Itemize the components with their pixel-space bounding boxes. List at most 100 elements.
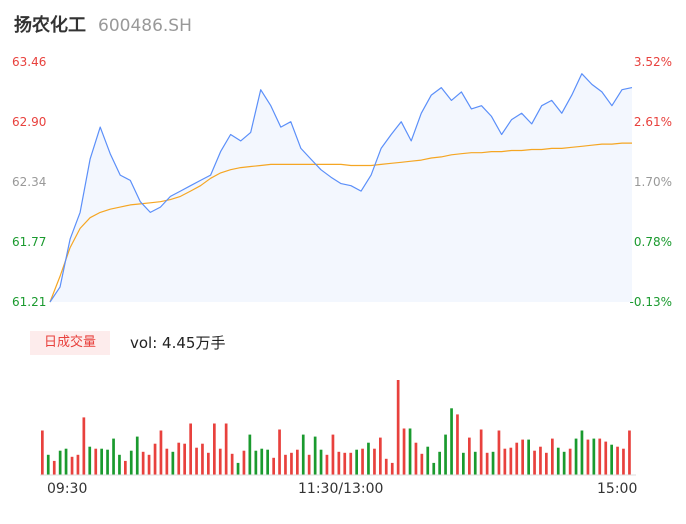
volume-bar [390, 462, 394, 475]
pct-tick-4: -0.13% [629, 295, 672, 309]
volume-bar [491, 451, 495, 475]
volume-bar [604, 441, 608, 475]
volume-bar [450, 408, 453, 475]
volume-bar [349, 452, 353, 475]
volume-bar [76, 454, 80, 475]
volume-bar [479, 429, 483, 475]
volume-bar [82, 417, 86, 475]
volume-bar [373, 448, 376, 475]
volume-bar [610, 444, 613, 475]
volume-bar [580, 430, 584, 475]
volume-bar [301, 434, 305, 475]
volume-bar [586, 439, 590, 475]
volume-bar [94, 448, 98, 475]
volume-bar [201, 443, 204, 475]
volume-bar [527, 439, 530, 475]
stock-name: 扬农化工 [14, 15, 86, 36]
volume-bar [147, 454, 151, 475]
volume-bar [218, 448, 222, 475]
volume-bar [414, 442, 418, 475]
volume-bar [171, 451, 175, 475]
volume-bar [236, 462, 240, 475]
volume-bar [598, 438, 602, 475]
volume-bar [539, 446, 542, 475]
volume-bar [515, 442, 519, 475]
volume-bar [165, 448, 169, 475]
time-tick-close: 15:00 [597, 481, 638, 497]
volume-bar [408, 428, 412, 475]
time-tick-open: 09:30 [47, 481, 88, 497]
volume-bar [379, 437, 382, 475]
volume-bar [224, 423, 228, 475]
price-line [49, 73, 633, 303]
volume-bar [432, 462, 436, 475]
volume-bar [331, 434, 335, 475]
volume-bar [444, 434, 447, 475]
volume-bar [177, 442, 181, 475]
volume-bar [41, 430, 44, 475]
volume-bar [361, 448, 364, 475]
volume-bar [52, 460, 56, 475]
volume-bar [141, 451, 145, 475]
volume-bar [468, 437, 471, 475]
volume-bar [135, 436, 139, 475]
price-area-layer [50, 73, 632, 302]
volume-bar [254, 450, 258, 475]
volume-bar [278, 429, 281, 475]
price-tick-3: 61.77 [12, 235, 47, 249]
volume-bar [622, 448, 625, 475]
price-area [50, 73, 632, 302]
volume-bar [343, 452, 347, 475]
volume-bar [100, 448, 103, 475]
volume-bar [616, 446, 619, 475]
volume-bar [533, 450, 536, 475]
volume-bar [124, 460, 127, 475]
volume-bar [462, 452, 465, 475]
volume-bar [64, 448, 68, 475]
volume-bar [112, 438, 115, 475]
volume-bar [325, 454, 329, 475]
volume-bar [592, 438, 596, 475]
volume-bar [248, 434, 252, 475]
volume-bar [159, 430, 163, 475]
volume-summary: vol: 4.45万手 [130, 334, 226, 352]
volume-bar [396, 380, 400, 475]
volume-bar [183, 443, 186, 475]
volume-bar [266, 449, 269, 475]
price-tick-2: 62.34 [12, 175, 47, 189]
volume-bar [426, 446, 430, 475]
volume-bar [46, 454, 50, 475]
price-line-layer [49, 73, 633, 303]
volume-bar [574, 438, 578, 475]
price-tick-0: 63.46 [12, 55, 47, 69]
volume-bar [402, 428, 406, 475]
volume-bar [242, 450, 246, 475]
time-tick-mid: 11:30/13:00 [298, 481, 384, 497]
volume-bar [473, 451, 477, 475]
volume-bar [497, 430, 501, 475]
volume-bar [118, 454, 121, 475]
volume-bar [568, 448, 572, 475]
volume-bar [307, 454, 311, 475]
volume-bar [556, 447, 560, 475]
volume-tab[interactable]: 日成交量 [30, 331, 110, 355]
volume-bar [195, 447, 198, 475]
average-price-line [49, 142, 632, 303]
volume-bar [207, 452, 210, 475]
volume-bar [456, 414, 459, 475]
volume-bar [503, 448, 507, 475]
volume-bar [384, 458, 388, 475]
volume-bar [545, 452, 548, 475]
volume-bar [509, 447, 513, 475]
pct-tick-1: 2.61% [633, 115, 672, 129]
volume-bar [153, 443, 157, 475]
volume-bar [284, 454, 287, 475]
volume-bar [260, 448, 264, 475]
pct-tick-0: 3.52% [633, 55, 672, 69]
pct-tick-3: 0.78% [633, 235, 672, 249]
stock-code: 600486.SH [98, 16, 192, 36]
volume-bar [272, 457, 275, 475]
volume-bar [296, 449, 299, 475]
stock-title: 扬农化工 600486.SH [14, 12, 192, 40]
